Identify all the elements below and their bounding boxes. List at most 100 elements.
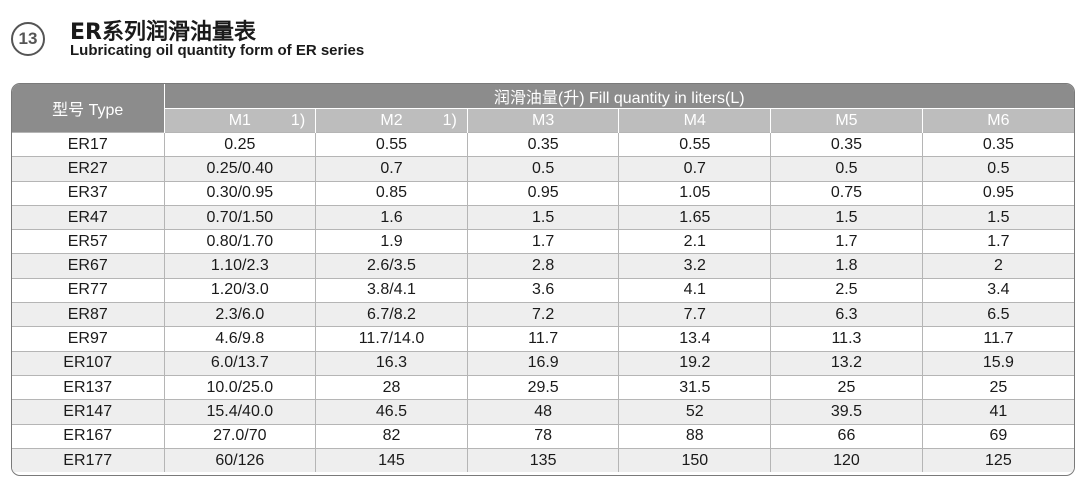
- quantity-cell: 4.1: [618, 277, 772, 303]
- table-row: ER177 60/126 145 135 150 120 125: [12, 447, 1074, 473]
- quantity-cell: 0.7: [618, 156, 772, 182]
- quantity-cell: 16.3: [315, 350, 468, 376]
- fill-quantity-group-header: 润滑油量(升) Fill quantity in liters(L): [164, 84, 1074, 109]
- quantity-cell: 0.5: [770, 156, 923, 182]
- table-row: ER57 0.80/1.70 1.9 1.7 2.1 1.7 1.7: [12, 229, 1074, 254]
- type-cell: ER167: [12, 423, 165, 449]
- quantity-cell: 1.7: [467, 229, 620, 254]
- quantity-cell: 6.0/13.7: [164, 350, 317, 376]
- page-title: ER系列润滑油量表: [70, 20, 256, 45]
- quantity-cell: 6.7/8.2: [315, 302, 468, 327]
- quantity-cell: 1.20/3.0: [164, 277, 317, 303]
- quantity-cell: 0.95: [922, 180, 1074, 206]
- quantity-cell: 27.0/70: [164, 423, 317, 449]
- quantity-cell: 1.6: [315, 204, 468, 230]
- quantity-cell: 0.55: [618, 131, 772, 157]
- type-cell: ER77: [12, 277, 165, 303]
- quantity-cell: 2.3/6.0: [164, 302, 317, 327]
- quantity-cell: 11.3: [770, 326, 923, 352]
- quantity-cell: 0.30/0.95: [164, 180, 317, 206]
- quantity-cell: 0.35: [922, 131, 1074, 157]
- quantity-cell: 78: [467, 423, 620, 449]
- mounting-position-label: M5: [835, 111, 858, 129]
- quantity-cell: 120: [770, 447, 923, 473]
- quantity-cell: 0.25: [164, 131, 317, 157]
- type-cell: ER47: [12, 204, 165, 230]
- mounting-position-label: M2: [380, 111, 403, 129]
- quantity-cell: 0.95: [467, 180, 620, 206]
- table-row: ER77 1.20/3.0 3.8/4.1 3.6 4.1 2.5 3.4: [12, 277, 1074, 303]
- table-row: ER37 0.30/0.95 0.85 0.95 1.05 0.75 0.95: [12, 180, 1074, 206]
- quantity-cell: 13.2: [770, 350, 923, 376]
- quantity-cell: 2: [922, 253, 1074, 279]
- quantity-cell: 6.3: [770, 302, 923, 327]
- type-cell: ER27: [12, 156, 165, 182]
- quantity-cell: 2.5: [770, 277, 923, 303]
- quantity-cell: 145: [315, 447, 468, 473]
- quantity-cell: 1.5: [922, 204, 1074, 230]
- mounting-position-header: M1 1): [164, 108, 317, 133]
- table-row: ER97 4.6/9.8 11.7/14.0 11.7 13.4 11.3 11.7: [12, 326, 1074, 352]
- type-cell: ER137: [12, 374, 165, 400]
- table-row: ER147 15.4/40.0 46.5 48 52 39.5 41: [12, 399, 1074, 425]
- quantity-cell: 0.5: [467, 156, 620, 182]
- quantity-cell: 0.55: [315, 131, 468, 157]
- mounting-position-header: M3: [467, 108, 620, 133]
- mounting-position-header: M2 1): [315, 108, 468, 133]
- table-row: ER167 27.0/70 82 78 88 66 69: [12, 423, 1074, 449]
- quantity-cell: 10.0/25.0: [164, 374, 317, 400]
- quantity-cell: 2.6/3.5: [315, 253, 468, 279]
- page-subtitle: Lubricating oil quantity form of ER seri…: [70, 42, 365, 59]
- table-row: ER137 10.0/25.0 28 29.5 31.5 25 25: [12, 374, 1074, 400]
- type-cell: ER17: [12, 131, 165, 157]
- mounting-position-header: M4: [618, 108, 772, 133]
- type-cell: ER107: [12, 350, 165, 376]
- quantity-cell: 1.9: [315, 229, 468, 254]
- quantity-cell: 25: [770, 374, 923, 400]
- quantity-cell: 11.7/14.0: [315, 326, 468, 352]
- quantity-cell: 3.4: [922, 277, 1074, 303]
- type-cell: ER147: [12, 399, 165, 425]
- type-cell: ER97: [12, 326, 165, 352]
- type-cell: ER37: [12, 180, 165, 206]
- quantity-cell: 3.2: [618, 253, 772, 279]
- quantity-cell: 1.7: [770, 229, 923, 254]
- quantity-cell: 1.05: [618, 180, 772, 206]
- quantity-cell: 4.6/9.8: [164, 326, 317, 352]
- quantity-cell: 82: [315, 423, 468, 449]
- quantity-cell: 1.7: [922, 229, 1074, 254]
- quantity-cell: 125: [922, 447, 1074, 473]
- quantity-cell: 28: [315, 374, 468, 400]
- quantity-cell: 11.7: [922, 326, 1074, 352]
- section-number-badge: 13: [11, 22, 45, 56]
- quantity-cell: 13.4: [618, 326, 772, 352]
- quantity-cell: 2.8: [467, 253, 620, 279]
- quantity-cell: 150: [618, 447, 772, 473]
- quantity-cell: 25: [922, 374, 1074, 400]
- quantity-cell: 1.5: [467, 204, 620, 230]
- table-row: ER47 0.70/1.50 1.6 1.5 1.65 1.5 1.5: [12, 204, 1074, 230]
- quantity-cell: 16.9: [467, 350, 620, 376]
- table-row: ER67 1.10/2.3 2.6/3.5 2.8 3.2 1.8 2: [12, 253, 1074, 279]
- table-row: ER27 0.25/0.40 0.7 0.5 0.7 0.5 0.5: [12, 156, 1074, 182]
- type-column-header: 型号 Type: [12, 84, 165, 133]
- quantity-cell: 0.5: [922, 156, 1074, 182]
- footnote-marker: 1): [290, 112, 306, 129]
- quantity-cell: 0.35: [770, 131, 923, 157]
- quantity-cell: 29.5: [467, 374, 620, 400]
- quantity-cell: 1.5: [770, 204, 923, 230]
- mounting-position-header: M6: [922, 108, 1074, 133]
- quantity-cell: 3.8/4.1: [315, 277, 468, 303]
- quantity-cell: 1.65: [618, 204, 772, 230]
- quantity-cell: 48: [467, 399, 620, 425]
- quantity-cell: 19.2: [618, 350, 772, 376]
- quantity-cell: 0.85: [315, 180, 468, 206]
- mounting-position-label: M1: [228, 111, 251, 129]
- quantity-cell: 66: [770, 423, 923, 449]
- type-cell: ER57: [12, 229, 165, 254]
- quantity-cell: 0.35: [467, 131, 620, 157]
- quantity-cell: 1.8: [770, 253, 923, 279]
- quantity-cell: 88: [618, 423, 772, 449]
- table-row: ER17 0.25 0.55 0.35 0.55 0.35 0.35: [12, 131, 1074, 157]
- type-cell: ER177: [12, 447, 165, 473]
